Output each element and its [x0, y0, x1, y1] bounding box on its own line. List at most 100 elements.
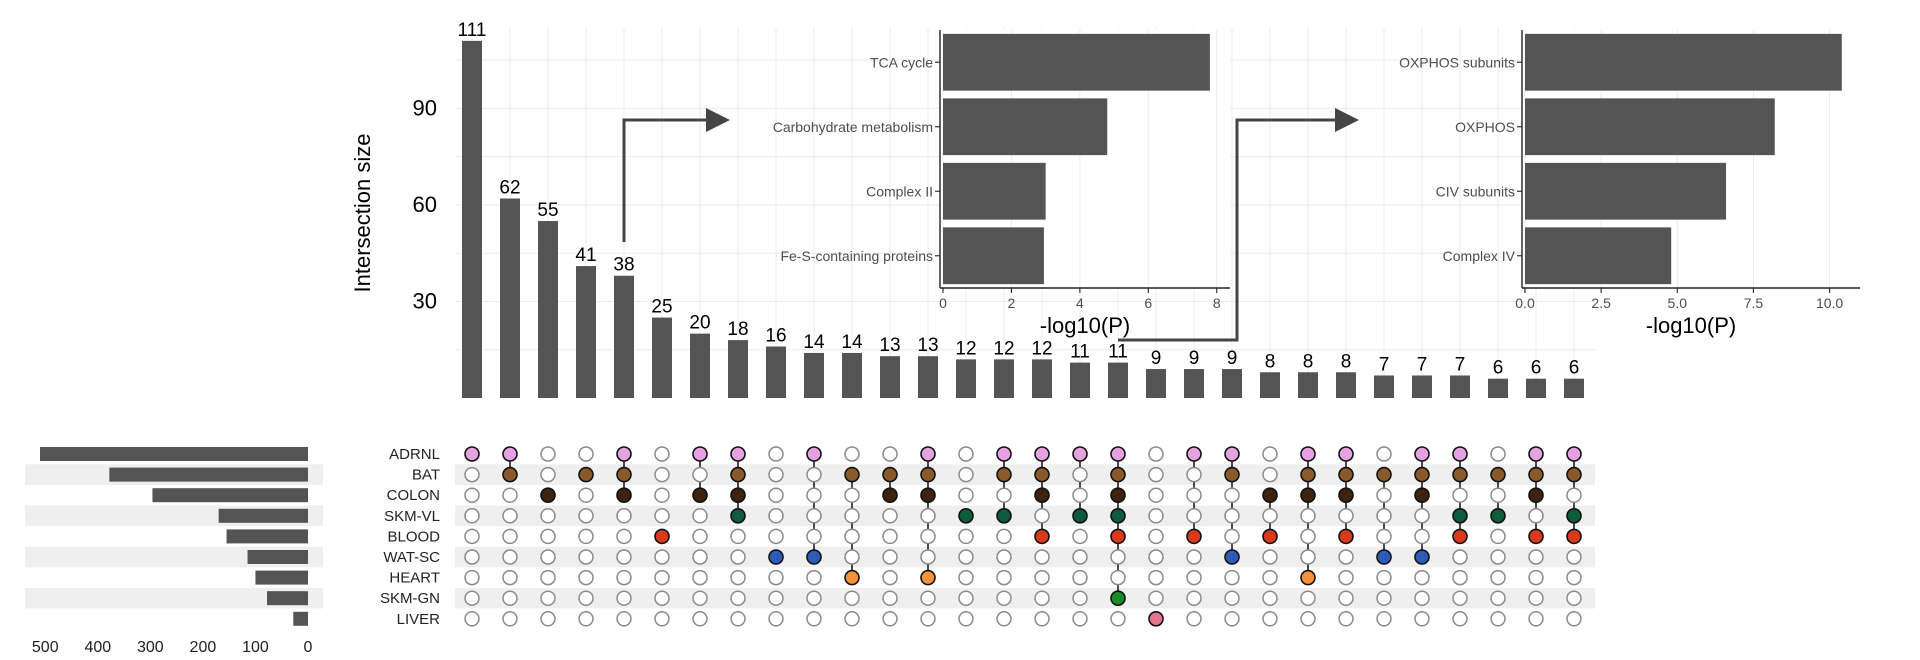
matrix-dot-empty — [1186, 487, 1202, 503]
matrix-dot-empty — [844, 528, 860, 545]
inset-x-tick-label: 8 — [1213, 295, 1221, 311]
matrix-dot-filled — [1414, 549, 1430, 565]
matrix-dot-empty — [1262, 549, 1278, 565]
set-size-tick-label: 200 — [190, 639, 217, 656]
intersection-bar-label: 12 — [993, 338, 1014, 359]
matrix-dot-empty — [1414, 508, 1430, 524]
matrix-dot-empty — [616, 590, 632, 606]
intersection-bar — [576, 266, 596, 398]
matrix-dot-empty — [1186, 590, 1202, 606]
matrix-dot-empty — [464, 569, 480, 586]
matrix-dot-filled — [1300, 446, 1316, 462]
matrix-dot-empty — [654, 487, 670, 503]
matrix-dot-empty — [730, 549, 746, 565]
intersection-bar-label: 13 — [917, 335, 938, 356]
matrix-dot-empty — [768, 487, 784, 503]
matrix-dot-filled — [1338, 528, 1354, 545]
intersection-bar — [956, 359, 976, 398]
matrix-dot-empty — [578, 549, 594, 565]
matrix-dot-empty — [1376, 611, 1392, 627]
matrix-dot-filled — [1110, 507, 1126, 524]
matrix-dot-empty — [1224, 487, 1240, 503]
matrix-dot-empty — [1300, 549, 1316, 565]
matrix-dot-empty — [1224, 528, 1240, 545]
set-name-label: WAT-SC — [383, 549, 440, 566]
enrichment-term-label: Complex II — [866, 183, 933, 199]
y-axis-label: Intersection size — [350, 134, 375, 293]
matrix-dot-empty — [464, 590, 480, 606]
matrix-dot-filled — [1376, 549, 1392, 565]
intersection-bar — [994, 359, 1014, 398]
matrix-dot-filled — [1224, 549, 1240, 565]
set-size-tick-label: 400 — [84, 639, 111, 656]
matrix-dot-empty — [616, 528, 632, 545]
intersection-bar-label: 7 — [1455, 354, 1466, 375]
matrix-dot-empty — [1072, 590, 1088, 606]
intersection-bar — [1108, 362, 1128, 398]
intersection-bar — [1146, 369, 1166, 398]
matrix-dot-empty — [654, 446, 670, 462]
intersection-bar-label: 7 — [1417, 354, 1428, 375]
intersection-bar-label: 16 — [765, 326, 786, 347]
enrichment-term-label: OXPHOS — [1455, 119, 1515, 135]
matrix-dot-filled — [1528, 487, 1544, 504]
matrix-dot-empty — [996, 611, 1012, 627]
matrix-dot-empty — [958, 446, 974, 462]
matrix-dot-empty — [578, 590, 594, 606]
matrix-dot-filled — [1110, 446, 1126, 462]
matrix-dot-filled — [616, 446, 632, 462]
matrix-dot-filled — [616, 466, 632, 483]
y-tick-label: 60 — [413, 192, 437, 217]
intersection-bar — [1526, 378, 1546, 398]
matrix-dot-empty — [768, 508, 784, 524]
inset-x-tick-label: 0.0 — [1515, 295, 1535, 311]
inset-x-tick-label: 6 — [1144, 295, 1152, 311]
matrix-dot-filled — [920, 569, 936, 586]
matrix-dot-empty — [1566, 569, 1582, 586]
matrix-dot-filled — [654, 528, 670, 545]
inset-x-axis-label: -log10(P) — [1040, 313, 1130, 338]
enrichment-bar — [1525, 227, 1672, 285]
matrix-dot-empty — [768, 590, 784, 606]
enrichment-term-label: Carbohydrate metabolism — [773, 119, 933, 135]
matrix-dot-empty — [502, 590, 518, 606]
matrix-dot-empty — [540, 569, 556, 586]
matrix-dot-empty — [1072, 611, 1088, 627]
matrix-dot-empty — [654, 508, 670, 524]
matrix-dot-empty — [882, 569, 898, 586]
matrix-dot-filled — [1034, 446, 1050, 462]
matrix-dot-empty — [502, 508, 518, 524]
inset-x-tick-label: 2 — [1008, 295, 1016, 311]
matrix-dot-empty — [1224, 590, 1240, 606]
matrix-dot-empty — [958, 487, 974, 503]
matrix-dot-filled — [1566, 507, 1582, 524]
matrix-dot-filled — [882, 466, 898, 483]
matrix-dot-empty — [920, 590, 936, 606]
matrix-dot-empty — [502, 528, 518, 545]
intersection-bar — [462, 40, 482, 398]
matrix-dot-empty — [464, 466, 480, 483]
intersection-bar-label: 41 — [575, 245, 596, 266]
matrix-dot-empty — [1528, 508, 1544, 524]
set-name-label: HEART — [389, 570, 440, 587]
matrix-dot-empty — [1072, 528, 1088, 545]
matrix-dot-empty — [1262, 569, 1278, 586]
arrow-head-1 — [706, 108, 730, 132]
matrix-dot-empty — [1262, 508, 1278, 524]
matrix-dot-empty — [1034, 569, 1050, 586]
set-size-bar — [226, 529, 308, 544]
set-name-label: COLON — [387, 487, 440, 504]
matrix-dot-filled — [1186, 446, 1202, 462]
matrix-dot-filled — [1414, 466, 1430, 483]
matrix-dot-filled — [1528, 446, 1544, 462]
y-tick-label: 90 — [413, 95, 437, 120]
matrix-dot-empty — [996, 528, 1012, 545]
set-name-label: SKM-GN — [380, 590, 440, 607]
matrix-dot-empty — [1300, 590, 1316, 606]
matrix-dot-empty — [844, 487, 860, 503]
matrix-dot-empty — [1490, 446, 1506, 462]
set-size-bar — [267, 591, 308, 606]
intersection-bar-label: 11 — [1108, 342, 1128, 363]
set-name-label: SKM-VL — [384, 508, 440, 525]
matrix-dot-filled — [1490, 507, 1506, 524]
